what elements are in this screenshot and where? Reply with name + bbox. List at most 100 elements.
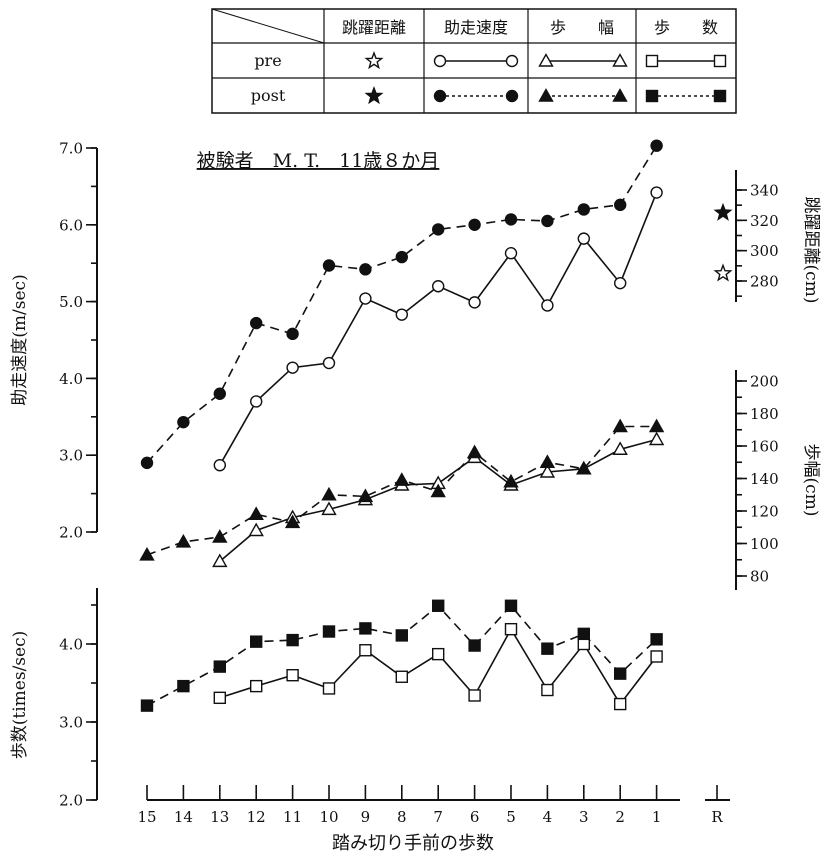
歩幅-post-point	[248, 506, 264, 520]
歩幅-pre-point	[648, 431, 665, 446]
x-tick-label: 15	[137, 808, 156, 826]
y-tick-label: 100	[750, 535, 779, 553]
ticks: 2.03.04.05.06.07.02803003203408010012014…	[59, 140, 779, 827]
x-tick-label: 7	[433, 808, 443, 826]
x-tick-label: 14	[174, 808, 193, 826]
y-tick-label: 140	[750, 470, 779, 488]
助走速度-pre-point	[650, 186, 663, 199]
歩数-pre-point	[213, 691, 227, 705]
x-tick-label: 5	[506, 808, 516, 826]
助走速度-post-point	[650, 139, 663, 152]
助走速度-post-point	[577, 203, 590, 216]
助走速度-pre-point	[614, 276, 627, 290]
助走速度-post-point	[177, 415, 190, 429]
歩幅-post-point	[648, 418, 665, 433]
歩幅-post-point	[466, 444, 483, 459]
助走速度-pre-point	[432, 280, 445, 293]
助走速度-post-point	[541, 214, 554, 228]
x-axis-title: 踏み切り手前の歩数	[332, 833, 494, 854]
歩幅-post-point	[357, 488, 374, 503]
歩数-post-point	[432, 599, 445, 612]
y-tick-label: 5.0	[59, 293, 83, 311]
legend-marker-circle-filled	[433, 89, 447, 103]
歩数-pre-point	[249, 679, 263, 693]
歩数-pre-point	[395, 670, 408, 683]
歩幅-pre-line	[219, 438, 657, 563]
歩幅-post-point	[576, 460, 592, 475]
y-tick-label: 320	[750, 212, 779, 230]
助走速度-pre-point	[250, 395, 263, 408]
y-tick-label: 80	[750, 568, 769, 586]
legend-col-jump-distance: 跳躍距離	[342, 18, 406, 37]
歩数-post-point	[249, 635, 263, 648]
y-tick-label: 6.0	[59, 216, 83, 234]
x-tick-label: 12	[247, 808, 266, 826]
歩数-pre-point	[432, 647, 445, 661]
歩数-pre-point	[614, 697, 627, 711]
助走速度-post-point	[432, 223, 445, 236]
legend-marker-triangle-filled	[612, 88, 628, 102]
歩幅-post-point	[394, 472, 410, 486]
legend-col-stride: 歩 幅	[550, 18, 614, 37]
y-tick-label: 280	[750, 273, 779, 291]
x-tick-label: 3	[579, 808, 589, 826]
助走速度-pre-point	[359, 292, 372, 305]
y-tick-label: 180	[750, 405, 779, 423]
歩幅-post-point	[175, 533, 192, 548]
歩数-pre-point	[286, 669, 299, 682]
legend-marker-square-open	[645, 54, 659, 68]
legend-marker-triangle-filled	[538, 88, 554, 102]
歩数-post-point	[614, 667, 627, 680]
助走速度-pre-point	[541, 299, 554, 312]
歩幅-pre-point	[321, 501, 337, 516]
x-tick-label: 11	[283, 808, 302, 826]
legend-col-step-count: 歩 数	[654, 18, 718, 37]
助走速度-post-point	[614, 198, 627, 212]
x-tick-label: 1	[652, 808, 662, 826]
歩数-post-point	[322, 625, 336, 638]
歩数-pre-point	[577, 637, 590, 651]
歩数-pre-point	[359, 644, 372, 657]
歩数-post-point	[140, 699, 154, 712]
歩数-post-point	[650, 633, 663, 646]
y-tick-label: 3.0	[59, 447, 83, 465]
助走速度-post-line	[146, 145, 658, 464]
series-lines	[146, 145, 658, 707]
歩数-post-point	[504, 599, 518, 612]
助走速度-pre-point	[504, 247, 518, 260]
legend-marker-triangle-open	[538, 53, 554, 67]
歩数-post-point	[359, 622, 372, 635]
y-tick-label: 200	[750, 373, 779, 391]
x-tick-label: 6	[470, 808, 480, 826]
歩数-pre-point	[468, 689, 481, 702]
歩数-post-point	[177, 679, 190, 693]
x-tick-label: 13	[210, 808, 229, 826]
y-tick-label: 4.0	[59, 370, 83, 388]
歩幅-post-point	[321, 486, 337, 501]
歩幅-post-point	[612, 418, 628, 433]
助走速度-post-point	[250, 316, 263, 330]
歩幅-pre-point	[212, 553, 228, 568]
legend-marker-square-open	[713, 54, 727, 68]
x-tick-label: 9	[361, 808, 371, 826]
助走速度-pre-point	[577, 232, 590, 245]
legend-col-approach-speed: 助走速度	[444, 18, 508, 37]
歩幅-post-point	[539, 454, 556, 468]
jump-distance-pre-point	[713, 263, 733, 282]
歩幅-pre-point	[539, 464, 556, 478]
y-tick-label: 300	[750, 242, 779, 260]
助走速度-pre-point	[213, 458, 227, 472]
歩数-post-line	[146, 604, 658, 707]
legend-table-diagonal	[211, 8, 325, 44]
subject-label: 被験者 M. T. 11歳８か月	[197, 150, 440, 172]
legend-marker-square-filled	[713, 89, 727, 103]
jump-axis-title: 跳躍距離(cm)	[801, 197, 821, 304]
歩数-post-point	[213, 660, 227, 673]
歩数-post-point	[468, 639, 481, 652]
legend-marker-triangle-open	[612, 53, 628, 67]
歩幅-post-point	[139, 546, 155, 561]
legend-marker-circle-open	[433, 54, 447, 68]
legend-row-post: post	[251, 86, 286, 105]
助走速度-post-point	[468, 218, 481, 232]
